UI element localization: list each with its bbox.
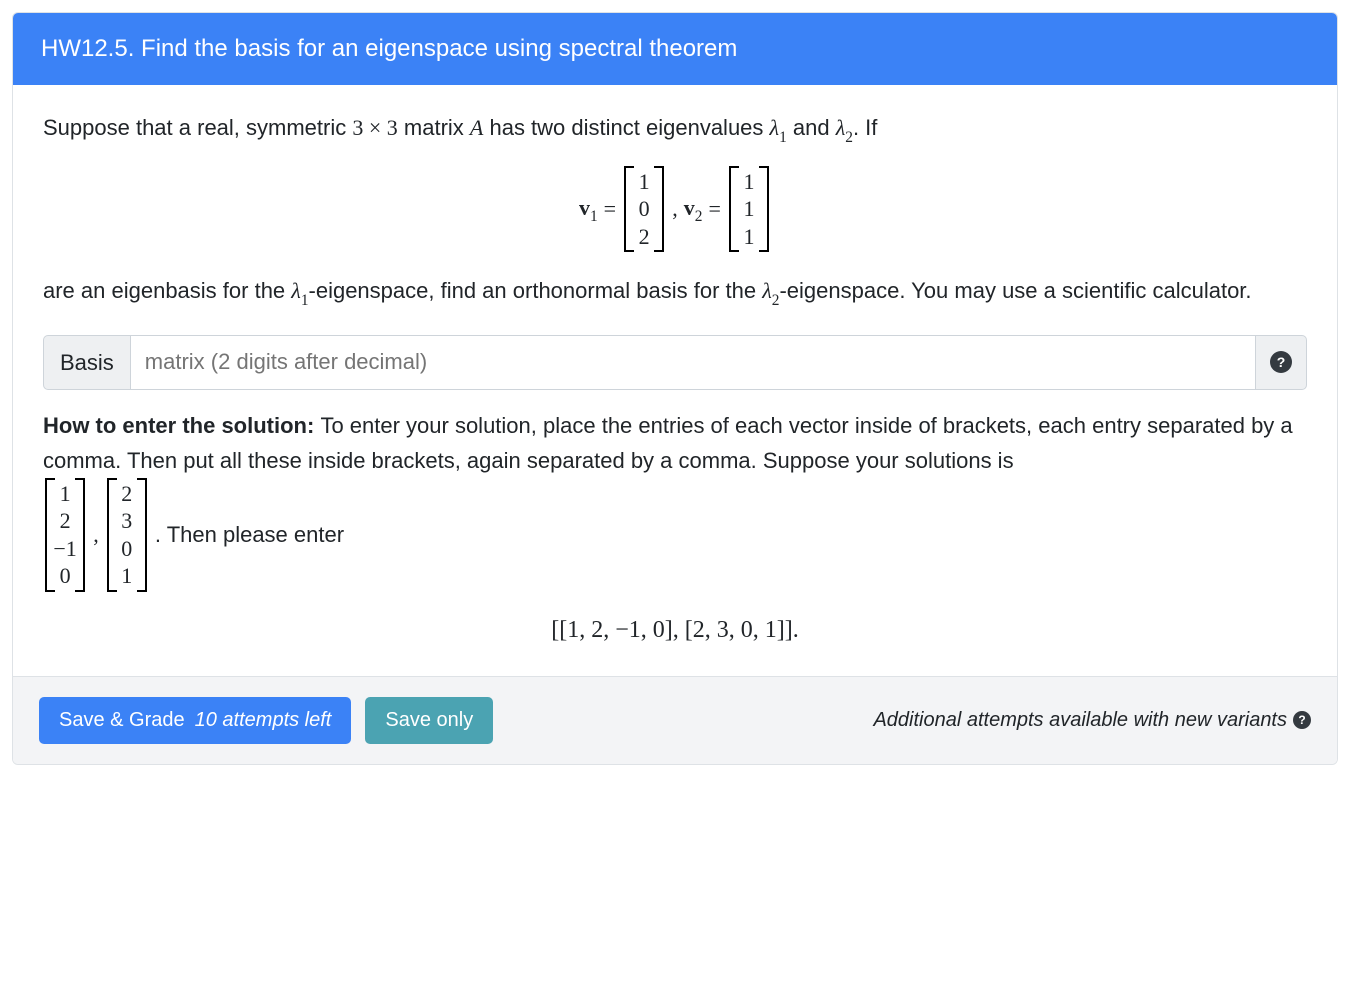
- vector-entry: 1: [53, 480, 77, 508]
- math-lambda2-sub: 2: [845, 129, 853, 146]
- vector-display: v1 = 1 0 2 , v2 = 1 1 1: [43, 166, 1307, 253]
- vector-entry: 1: [737, 195, 761, 223]
- v1-label: v1: [579, 191, 598, 228]
- text-fragment: 1: [590, 208, 598, 225]
- text-fragment: matrix: [398, 115, 470, 140]
- math-sub: 2: [772, 292, 780, 309]
- vector-v1: 1 0 2: [624, 166, 664, 253]
- text-fragment: are an eigenbasis for the: [43, 278, 291, 303]
- math-lambda: λ: [291, 278, 301, 303]
- attempts-left: 10 attempts left: [195, 709, 332, 732]
- problem-line-1: Suppose that a real, symmetric 3 × 3 mat…: [43, 111, 1307, 148]
- howto-text-b: . Then please enter: [155, 517, 344, 552]
- vector-entry: 2: [115, 480, 139, 508]
- vector-entry: 3: [115, 507, 139, 535]
- math-dim: 3 × 3: [352, 115, 397, 140]
- example-vector-1: 1 2 −1 0: [45, 478, 85, 592]
- howto-heading: How to enter the solution:: [43, 413, 320, 438]
- help-icon: ?: [1270, 351, 1292, 373]
- comma: ,: [93, 517, 99, 552]
- basis-input[interactable]: [130, 335, 1256, 390]
- vector-entry: 1: [632, 168, 656, 196]
- button-label: Save & Grade: [59, 709, 185, 732]
- question-title: HW12.5. Find the basis for an eigenspace…: [41, 35, 737, 62]
- howto-block: How to enter the solution: To enter your…: [43, 408, 1307, 592]
- comma: ,: [672, 192, 678, 225]
- math-lambda2: λ: [836, 115, 846, 140]
- text-fragment: -eigenspace. You may use a scientific ca…: [779, 278, 1251, 303]
- text-fragment: v: [579, 195, 590, 220]
- math-matrix-name: A: [470, 115, 483, 140]
- save-only-button[interactable]: Save only: [365, 697, 493, 744]
- vector-v2: 1 1 1: [729, 166, 769, 253]
- problem-line-2: are an eigenbasis for the λ1-eigenspace,…: [43, 274, 1307, 311]
- math-lambda1-sub: 1: [779, 129, 787, 146]
- equals-sign: =: [604, 192, 616, 225]
- button-label: Save only: [385, 709, 473, 732]
- example-vector-2: 2 3 0 1: [107, 478, 147, 592]
- save-grade-button[interactable]: Save & Grade 10 attempts left: [39, 697, 351, 744]
- question-card: HW12.5. Find the basis for an eigenspace…: [12, 12, 1338, 765]
- vector-entry: 2: [53, 507, 77, 535]
- text-fragment: Suppose that a real, symmetric: [43, 115, 352, 140]
- text-fragment: . If: [853, 115, 877, 140]
- vector-entry: 1: [737, 223, 761, 251]
- note-text: Additional attempts available with new v…: [873, 705, 1287, 735]
- input-help-addon[interactable]: ?: [1256, 335, 1307, 390]
- additional-attempts-note: Additional attempts available with new v…: [873, 705, 1311, 735]
- text-fragment: v: [684, 195, 695, 220]
- vector-entry: 1: [115, 562, 139, 590]
- v2-label: v2: [684, 191, 703, 228]
- text-fragment: 2: [695, 208, 703, 225]
- vector-entry: 0: [115, 535, 139, 563]
- equals-sign: =: [708, 192, 720, 225]
- text-fragment: and: [787, 115, 836, 140]
- text-fragment: has two distinct eigenvalues: [483, 115, 769, 140]
- example-input-line: [[1, 2, −1, 0], [2, 3, 0, 1]].: [43, 612, 1307, 648]
- help-icon[interactable]: ?: [1293, 711, 1311, 729]
- vector-entry: 0: [53, 562, 77, 590]
- math-lambda: λ: [762, 278, 772, 303]
- vector-entry: −1: [53, 535, 77, 563]
- input-prefix-label: Basis: [43, 335, 130, 390]
- math-lambda1: λ: [770, 115, 780, 140]
- card-header: HW12.5. Find the basis for an eigenspace…: [13, 13, 1337, 85]
- answer-input-group: Basis ?: [43, 335, 1307, 390]
- text-fragment: -eigenspace, find an orthonormal basis f…: [309, 278, 763, 303]
- card-body: Suppose that a real, symmetric 3 × 3 mat…: [13, 85, 1337, 676]
- math-sub: 1: [301, 292, 309, 309]
- vector-entry: 0: [632, 195, 656, 223]
- vector-entry: 1: [737, 168, 761, 196]
- vector-entry: 2: [632, 223, 656, 251]
- card-footer: Save & Grade 10 attempts left Save only …: [13, 676, 1337, 764]
